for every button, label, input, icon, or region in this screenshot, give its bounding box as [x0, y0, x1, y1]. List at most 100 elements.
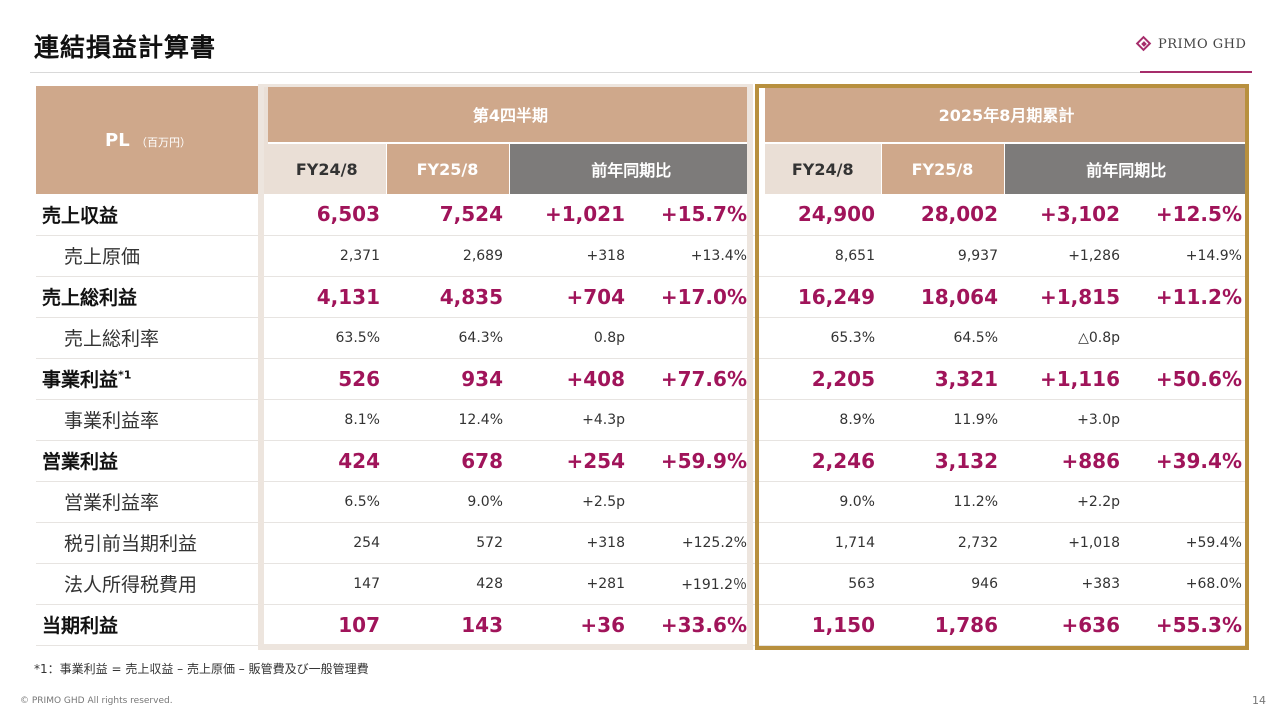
table-row: 売上総利益 4,131 4,835 +704 +17.0% 16,249 18,064 +1,…: [36, 276, 1248, 318]
q4-value-cell: 678: [386, 440, 509, 482]
row-label-text: 営業利益率: [64, 492, 160, 514]
q4-value-cell: +408: [509, 358, 631, 400]
table-row: 法人所得税費用 147 428 +281 +191.2％ 563 946 +383 +68.0%: [36, 563, 1248, 605]
cumulative-value-cell: +12.5%: [1126, 194, 1248, 236]
cumulative-value-cell: +636: [1004, 604, 1126, 646]
spacer: [260, 563, 268, 605]
spacer: [753, 440, 765, 482]
cumulative-value-cell: [1126, 399, 1248, 441]
row-label-text: 売上収益: [42, 204, 119, 227]
q4-value-cell: 64.3%: [386, 317, 509, 359]
q4-value-cell: [631, 317, 753, 359]
cumulative-value-cell: +2.2p: [1004, 481, 1126, 523]
col-header-q4-yoy: 前年同期比: [509, 143, 753, 194]
spacer: [753, 604, 765, 646]
spacer: [260, 440, 268, 482]
col-header-cum-fy24: FY24/8: [765, 143, 882, 194]
table-row: 売上総利率 63.5% 64.3% 0.8p 65.3% 64.5% △0.8p: [36, 317, 1248, 359]
group-header-q4: 第4四半期: [268, 86, 753, 144]
company-logo: PRIMO GHD: [1136, 36, 1246, 52]
cumulative-value-cell: 3,132: [881, 440, 1004, 482]
header-row-columns: FY24/8 FY25/8 前年同期比 FY24/8 FY25/8 前年同期比: [36, 143, 1248, 194]
q4-value-cell: +125.2%: [631, 522, 753, 564]
cumulative-value-cell: △0.8p: [1004, 317, 1126, 359]
q4-value-cell: [631, 399, 753, 441]
cumulative-value-cell: [1126, 481, 1248, 523]
cumulative-value-cell: [1126, 317, 1248, 359]
row-label: 営業利益率: [36, 481, 260, 523]
cumulative-value-cell: 8.9%: [765, 399, 881, 441]
cumulative-value-cell: +1,018: [1004, 522, 1126, 564]
spacer: [753, 86, 765, 194]
q4-value-cell: 0.8p: [509, 317, 631, 359]
cumulative-value-cell: 2,246: [765, 440, 881, 482]
table-row: 営業利益率 6.5% 9.0% +2.5p 9.0% 11.2% +2.2p: [36, 481, 1248, 523]
q4-value-cell: 2,689: [386, 235, 509, 277]
q4-value-cell: 147: [268, 563, 386, 605]
table-row: 営業利益 424 678 +254 +59.9% 2,246 3,132 +886 +39.4%: [36, 440, 1248, 482]
cumulative-value-cell: 18,064: [881, 276, 1004, 318]
row-label: 税引前当期利益: [36, 522, 260, 564]
table-row: 税引前当期利益 254 572 +318 +125.2% 1,714 2,732 +1,018…: [36, 522, 1248, 564]
cumulative-value-cell: +383: [1004, 563, 1126, 605]
q4-value-cell: +318: [509, 522, 631, 564]
q4-value-cell: 8.1%: [268, 399, 386, 441]
row-label-text: 営業利益: [42, 451, 119, 473]
spacer: [260, 604, 268, 646]
cumulative-value-cell: 65.3%: [765, 317, 881, 359]
row-label: 売上収益: [36, 194, 260, 236]
cumulative-value-cell: 8,651: [765, 235, 881, 277]
row-label: 事業利益率: [36, 399, 260, 441]
title-divider: [30, 72, 1252, 73]
cumulative-value-cell: 9,937: [881, 235, 1004, 277]
table-row: 事業利益率 8.1% 12.4% +4.3p 8.9% 11.9% +3.0p: [36, 399, 1248, 441]
cumulative-value-cell: +11.2%: [1126, 276, 1248, 318]
cumulative-value-cell: 2,732: [881, 522, 1004, 564]
cumulative-value-cell: +3.0p: [1004, 399, 1126, 441]
row-label-text: 売上原価: [64, 246, 141, 268]
col-header-q4-fy24: FY24/8: [268, 143, 387, 194]
spacer: [753, 235, 765, 277]
spacer: [260, 194, 268, 236]
q4-value-cell: 572: [386, 522, 509, 564]
q4-value-cell: +13.4%: [631, 235, 753, 277]
logo-text: PRIMO GHD: [1158, 36, 1247, 52]
q4-value-cell: +15.7%: [631, 194, 753, 236]
group-header-cumulative: 2025年8月期累計: [765, 86, 1248, 144]
col-header-cum-fy25: FY25/8: [881, 143, 1005, 194]
table-row: 当期利益 107 143 +36 +33.6% 1,150 1,786 +636 +55.3%: [36, 604, 1248, 646]
row-label-text: 法人所得税費用: [64, 574, 198, 596]
cumulative-value-cell: 9.0%: [765, 481, 881, 523]
cumulative-value-cell: 1,150: [765, 604, 881, 646]
diamond-logo-icon: [1136, 36, 1152, 52]
cumulative-value-cell: 563: [765, 563, 881, 605]
cumulative-value-cell: 11.2%: [881, 481, 1004, 523]
row-label-text: 売上総利率: [64, 328, 160, 350]
q4-value-cell: +33.6%: [631, 604, 753, 646]
q4-value-cell: +281: [509, 563, 631, 605]
cumulative-value-cell: +50.6%: [1126, 358, 1248, 400]
cumulative-value-cell: +68.0%: [1126, 563, 1248, 605]
cumulative-value-cell: 28,002: [881, 194, 1004, 236]
col-header-q4-fy25: FY25/8: [386, 143, 510, 194]
spacer: [753, 481, 765, 523]
cumulative-value-cell: +14.9%: [1126, 235, 1248, 277]
q4-value-cell: +318: [509, 235, 631, 277]
row-label: 当期利益: [36, 604, 260, 646]
cumulative-value-cell: 24,900: [765, 194, 881, 236]
row-label-text: 当期利益: [42, 615, 119, 637]
page-number: 14: [1252, 694, 1266, 707]
q4-value-cell: 254: [268, 522, 386, 564]
pl-table-container: PL （百万円） 第4四半期 2025年8月期累計 FY24/8 FY25/8 …: [36, 86, 1248, 646]
q4-value-cell: +17.0%: [631, 276, 753, 318]
q4-value-cell: 143: [386, 604, 509, 646]
col-header-cum-yoy: 前年同期比: [1004, 143, 1248, 194]
q4-value-cell: +2.5p: [509, 481, 631, 523]
cumulative-value-cell: +886: [1004, 440, 1126, 482]
spacer: [260, 481, 268, 523]
spacer: [753, 358, 765, 400]
spacer: [753, 194, 765, 236]
q4-value-cell: +1,021: [509, 194, 631, 236]
row-label-text: 税引前当期利益: [64, 533, 198, 555]
q4-value-cell: 424: [268, 440, 386, 482]
